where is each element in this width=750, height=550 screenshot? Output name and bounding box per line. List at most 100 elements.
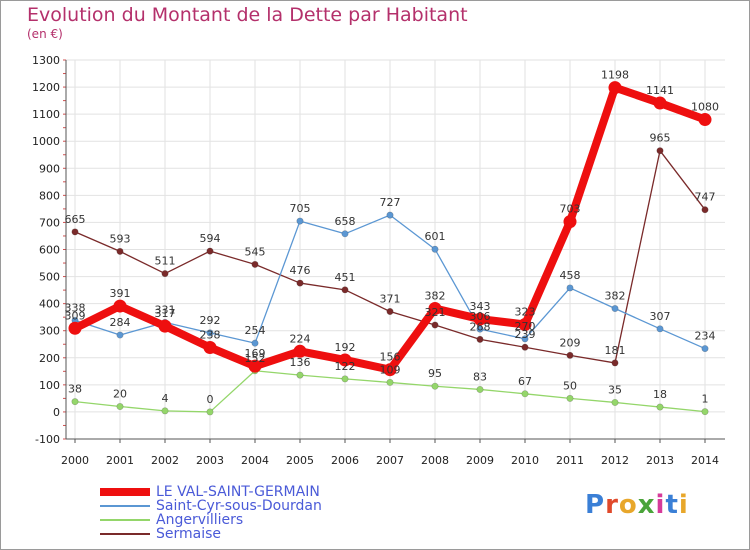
chart-unit: (en €)	[27, 27, 63, 41]
data-point	[656, 403, 664, 411]
x-tick-label: 2014	[691, 454, 719, 467]
data-point	[563, 215, 577, 229]
data-label: 181	[605, 344, 626, 357]
data-point	[296, 217, 304, 225]
data-point	[251, 339, 259, 347]
data-label: 136	[290, 356, 311, 369]
data-point	[431, 245, 439, 253]
data-point	[431, 321, 439, 329]
y-tick-label: 1100	[32, 108, 60, 121]
data-label: 391	[110, 287, 131, 300]
data-label: 4	[162, 392, 169, 405]
y-tick-label: 1200	[32, 81, 60, 94]
data-point	[341, 286, 349, 294]
legend-swatch	[100, 488, 150, 496]
data-point	[611, 305, 619, 313]
proxiti-logo: Proxiti	[585, 490, 689, 520]
data-label: 458	[560, 269, 581, 282]
chart-title: Evolution du Montant de la Dette par Hab…	[27, 4, 468, 26]
y-tick-label: 600	[39, 244, 60, 257]
legend-label: LE VAL-SAINT-GERMAIN	[156, 484, 320, 500]
x-tick-label: 2006	[331, 454, 359, 467]
legend-label: Saint-Cyr-sous-Dourdan	[156, 498, 322, 514]
data-point	[341, 230, 349, 238]
data-point	[116, 247, 124, 255]
data-label: 192	[335, 341, 356, 354]
y-tick-label: 200	[39, 352, 60, 365]
data-point	[113, 299, 127, 313]
data-point	[473, 312, 487, 326]
data-label: 747	[695, 191, 716, 204]
legend-swatch	[100, 533, 150, 535]
x-tick-label: 2002	[151, 454, 179, 467]
data-label: 476	[290, 264, 311, 277]
data-label: 152	[245, 352, 266, 365]
data-point	[521, 335, 529, 343]
data-point	[206, 247, 214, 255]
data-label: 451	[335, 271, 356, 284]
y-tick-label: 900	[39, 162, 60, 175]
data-point	[386, 378, 394, 386]
y-tick-label: 0	[53, 406, 60, 419]
data-point	[431, 382, 439, 390]
data-label: 18	[653, 388, 667, 401]
x-tick-label: 2005	[286, 454, 314, 467]
data-point	[476, 335, 484, 343]
data-point	[248, 359, 262, 373]
data-label: 270	[515, 320, 536, 333]
data-point	[251, 260, 259, 268]
data-point	[701, 345, 709, 353]
data-point	[161, 407, 169, 415]
data-label: 323	[515, 305, 536, 318]
data-label: 122	[335, 360, 356, 373]
logo-letter: x	[637, 490, 656, 520]
x-tick-label: 2011	[556, 454, 584, 467]
data-label: 382	[425, 290, 446, 303]
data-label: 703	[560, 203, 581, 216]
data-label: 1	[702, 393, 709, 406]
data-label: 209	[560, 336, 581, 349]
data-label: 307	[650, 310, 671, 323]
data-label: 292	[200, 314, 221, 327]
data-label: 511	[155, 255, 176, 268]
data-label: 50	[563, 379, 577, 392]
data-point	[71, 228, 79, 236]
data-label: 309	[65, 309, 86, 322]
data-label: 35	[608, 383, 622, 396]
data-point	[293, 344, 307, 358]
data-label: 601	[425, 230, 446, 243]
data-label: 67	[518, 375, 532, 388]
data-point	[116, 403, 124, 411]
data-label: 238	[200, 328, 221, 341]
data-label: 83	[473, 370, 487, 383]
data-label: 169	[245, 347, 266, 360]
data-label: 254	[245, 324, 266, 337]
data-point	[518, 317, 532, 331]
x-tick-label: 2009	[466, 454, 494, 467]
data-label: 284	[110, 316, 131, 329]
data-label: 1141	[646, 84, 674, 97]
data-label: 224	[290, 332, 311, 345]
y-tick-label: 800	[39, 189, 60, 202]
data-label: 338	[65, 301, 86, 314]
data-point	[701, 408, 709, 416]
data-label: 268	[470, 320, 491, 333]
data-label: 109	[380, 363, 401, 376]
data-label: 1198	[601, 69, 629, 82]
logo-letter: i	[655, 490, 666, 520]
x-tick-label: 2007	[376, 454, 404, 467]
data-point	[521, 343, 529, 351]
data-label: 156	[380, 351, 401, 364]
data-point	[383, 363, 397, 377]
data-label: 665	[65, 213, 86, 226]
data-point	[71, 398, 79, 406]
data-point	[161, 270, 169, 278]
data-label: 593	[110, 232, 131, 245]
y-tick-label: 300	[39, 325, 60, 338]
data-label: 306	[470, 310, 491, 323]
legend-swatch	[100, 505, 150, 507]
data-label: 239	[515, 328, 536, 341]
x-tick-label: 2008	[421, 454, 449, 467]
data-point	[206, 408, 214, 416]
